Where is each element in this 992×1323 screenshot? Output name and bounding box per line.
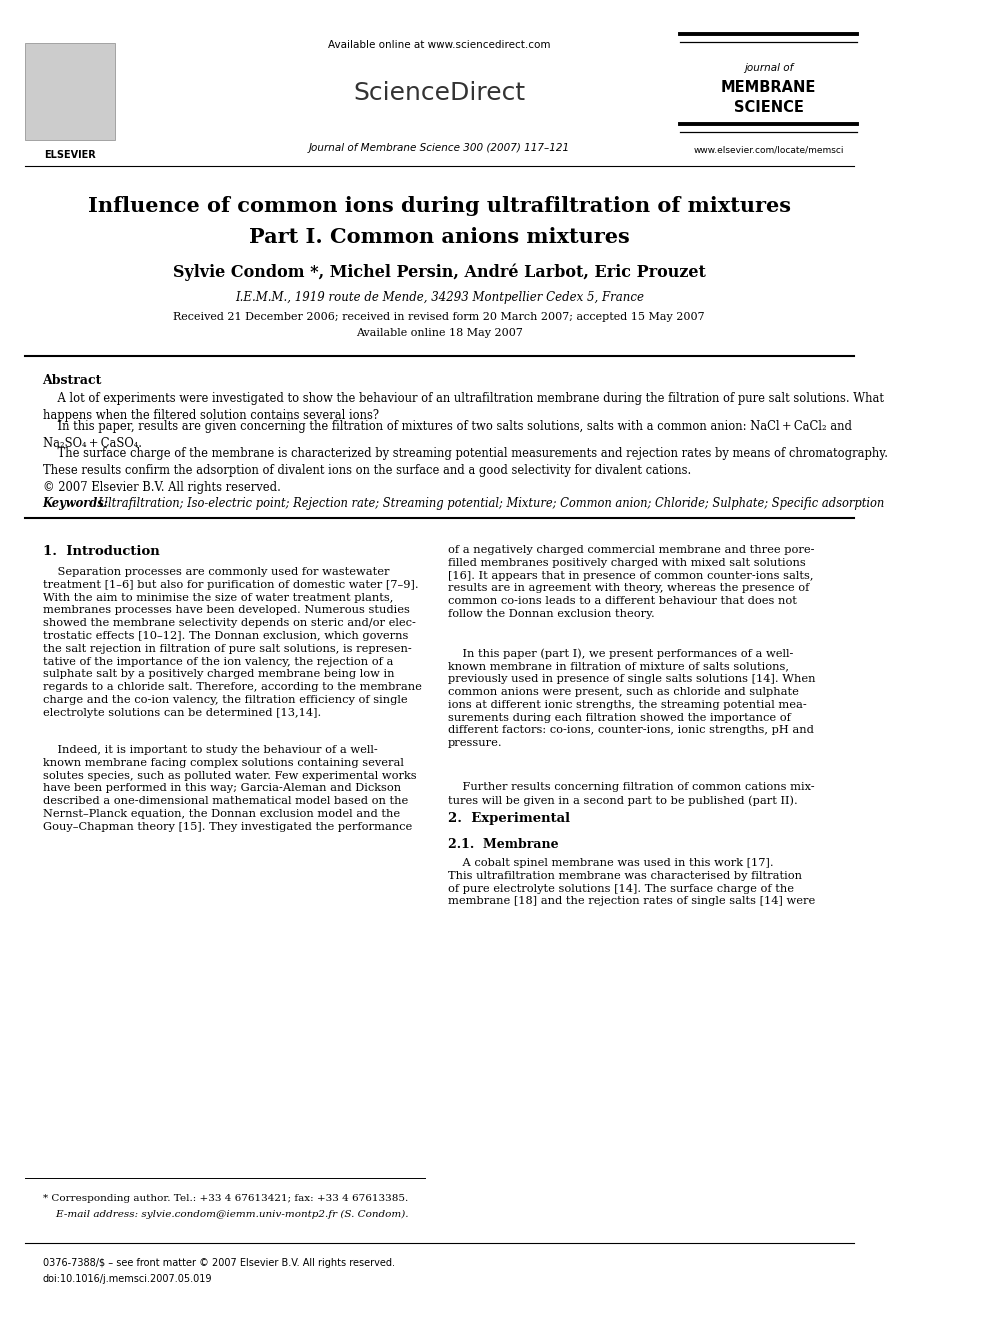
Text: SCIENCE: SCIENCE [734, 101, 804, 115]
Text: Sylvie Condom *, Michel Persin, André Larbot, Eric Prouzet: Sylvie Condom *, Michel Persin, André La… [173, 263, 705, 280]
Text: journal of: journal of [744, 64, 794, 73]
Text: 2.1.  Membrane: 2.1. Membrane [448, 837, 558, 851]
Text: Available online at www.sciencedirect.com: Available online at www.sciencedirect.co… [328, 40, 551, 50]
Text: doi:10.1016/j.memsci.2007.05.019: doi:10.1016/j.memsci.2007.05.019 [43, 1274, 212, 1285]
Text: 2.  Experimental: 2. Experimental [448, 812, 570, 826]
Text: ScienceDirect: ScienceDirect [353, 81, 526, 105]
Text: A lot of experiments were investigated to show the behaviour of an ultrafiltrati: A lot of experiments were investigated t… [43, 392, 884, 422]
Text: E-mail address: sylvie.condom@iemm.univ-montp2.fr (S. Condom).: E-mail address: sylvie.condom@iemm.univ-… [43, 1211, 408, 1218]
Bar [25, 44, 115, 140]
Text: 0376-7388/$ – see front matter © 2007 Elsevier B.V. All rights reserved.: 0376-7388/$ – see front matter © 2007 El… [43, 1258, 395, 1267]
Text: Separation processes are commonly used for wastewater
treatment [1–6] but also f: Separation processes are commonly used f… [43, 568, 422, 718]
Text: A cobalt spinel membrane was used in this work [17].
This ultrafiltration membra: A cobalt spinel membrane was used in thi… [448, 859, 815, 906]
Text: MEMBRANE: MEMBRANE [721, 81, 816, 95]
Text: www.elsevier.com/locate/memsci: www.elsevier.com/locate/memsci [693, 146, 844, 155]
Text: I.E.M.M., 1919 route de Mende, 34293 Montpellier Cedex 5, France: I.E.M.M., 1919 route de Mende, 34293 Mon… [235, 291, 644, 304]
Text: Received 21 December 2006; received in revised form 20 March 2007; accepted 15 M: Received 21 December 2006; received in r… [174, 312, 705, 321]
Text: Abstract: Abstract [43, 374, 102, 388]
Text: In this paper, results are given concerning the filtration of mixtures of two sa: In this paper, results are given concern… [43, 419, 851, 450]
Text: Journal of Membrane Science 300 (2007) 117–121: Journal of Membrane Science 300 (2007) 1… [309, 143, 569, 153]
Text: 1.  Introduction: 1. Introduction [43, 545, 160, 558]
Text: Part I. Common anions mixtures: Part I. Common anions mixtures [249, 228, 630, 247]
Text: Influence of common ions during ultrafiltration of mixtures: Influence of common ions during ultrafil… [88, 196, 791, 216]
Text: Available online 18 May 2007: Available online 18 May 2007 [356, 328, 523, 337]
Text: of a negatively charged commercial membrane and three pore-
filled membranes pos: of a negatively charged commercial membr… [448, 545, 814, 619]
Text: Indeed, it is important to study the behaviour of a well-
known membrane facing : Indeed, it is important to study the beh… [43, 745, 416, 832]
Text: The surface charge of the membrane is characterized by streaming potential measu: The surface charge of the membrane is ch… [43, 447, 888, 493]
Text: In this paper (part I), we present performances of a well-
known membrane in fil: In this paper (part I), we present perfo… [448, 648, 815, 749]
Text: Keywords:: Keywords: [43, 497, 108, 509]
Text: Ultrafiltration; Iso-electric point; Rejection rate; Streaming potential; Mixtur: Ultrafiltration; Iso-electric point; Rej… [91, 497, 885, 509]
Text: Further results concerning filtration of common cations mix-
tures will be given: Further results concerning filtration of… [448, 782, 814, 806]
Text: * Corresponding author. Tel.: +33 4 67613421; fax: +33 4 67613385.: * Corresponding author. Tel.: +33 4 6761… [43, 1193, 408, 1203]
Text: ELSEVIER: ELSEVIER [44, 149, 96, 160]
